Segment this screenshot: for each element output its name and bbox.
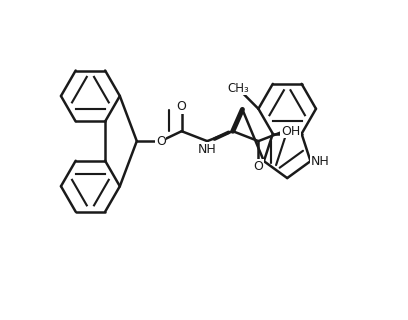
Text: NH: NH — [198, 143, 217, 156]
Text: CH₃: CH₃ — [227, 82, 249, 94]
Text: O: O — [177, 100, 186, 113]
Text: O: O — [253, 160, 263, 173]
Text: O: O — [156, 135, 166, 148]
Text: OH: OH — [281, 125, 300, 138]
Text: NH: NH — [311, 155, 330, 168]
